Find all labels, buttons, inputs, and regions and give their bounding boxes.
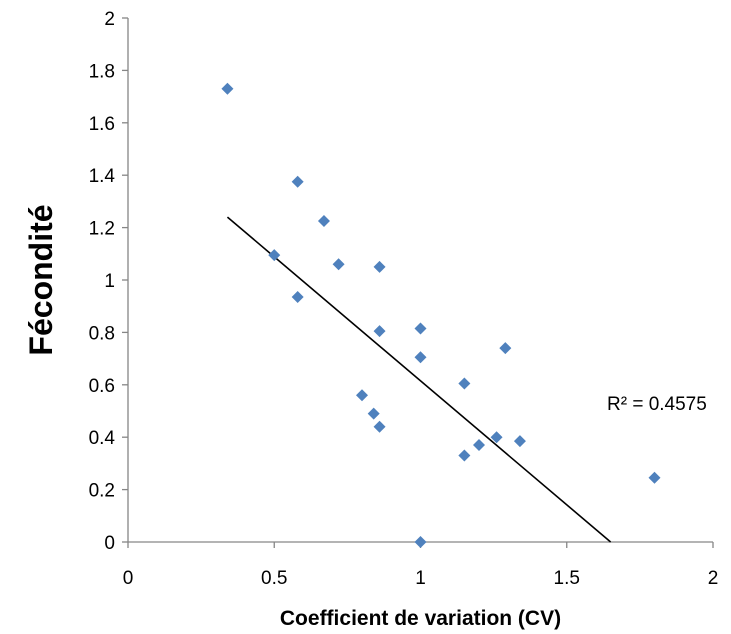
- x-tick-label: 1.5: [554, 568, 580, 589]
- y-tick-label: 0.4: [89, 428, 116, 449]
- data-point: [458, 377, 471, 390]
- y-tick-label: 0.6: [89, 376, 115, 397]
- data-point: [513, 435, 526, 448]
- data-point: [356, 389, 368, 402]
- data-point: [373, 420, 386, 433]
- data-point: [414, 351, 427, 364]
- y-tick-label: 1.2: [89, 219, 115, 240]
- data-point: [490, 431, 503, 444]
- x-tick-label: 2: [708, 568, 719, 589]
- x-axis-ticks: 0 0.5 1 1.5 2: [123, 542, 719, 589]
- x-axis-title: Coefficient de variation (CV): [280, 607, 561, 630]
- r-squared-label: R² = 0.4575: [607, 394, 707, 415]
- data-point: [473, 439, 485, 452]
- y-tick-label: 1.6: [89, 114, 115, 135]
- y-axis-title: Fécondité: [23, 204, 59, 355]
- data-point: [414, 322, 427, 335]
- data-point: [458, 449, 471, 462]
- data-point: [367, 407, 380, 420]
- data-point: [291, 291, 304, 304]
- data-points: [221, 82, 661, 548]
- x-tick-label: 0.5: [261, 568, 287, 589]
- data-point: [648, 471, 661, 484]
- x-tick-label: 0: [123, 568, 134, 589]
- data-point: [221, 82, 234, 95]
- data-point: [268, 249, 281, 262]
- y-tick-label: 1.4: [89, 166, 116, 187]
- y-tick-label: 2: [104, 9, 115, 30]
- data-point: [332, 258, 345, 271]
- y-tick-label: 0.2: [89, 481, 115, 502]
- data-point: [414, 536, 427, 548]
- data-point: [291, 175, 304, 188]
- data-point: [317, 215, 330, 228]
- data-point: [373, 325, 386, 338]
- y-tick-label: 1.8: [89, 61, 115, 82]
- plot-area: 0 0.2 0.4 0.6 0.8 1 1.2 1.4 1.6 1.8 2 0 0.5 1 1.5 2 R²…: [89, 9, 719, 589]
- data-point: [499, 342, 512, 355]
- data-point: [373, 260, 386, 273]
- y-tick-label: 0: [104, 533, 115, 554]
- y-tick-label: 0.8: [89, 323, 115, 344]
- trendline: [226, 216, 612, 543]
- x-tick-label: 1: [415, 568, 426, 589]
- y-axis-ticks: 0 0.2 0.4 0.6 0.8 1 1.2 1.4 1.6 1.8 2: [89, 9, 128, 554]
- y-tick-label: 1: [104, 271, 115, 292]
